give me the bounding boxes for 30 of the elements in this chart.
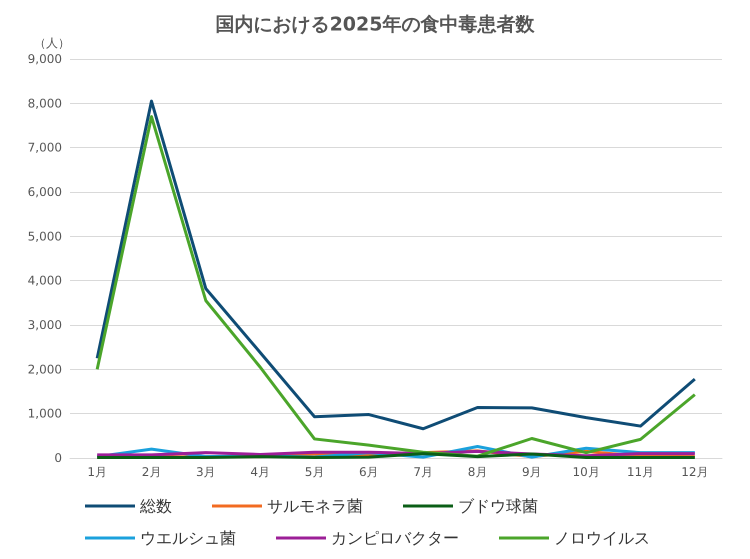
legend-label: 総数 [139,496,172,516]
y-axis-title: （人） [34,36,70,50]
legend-label: ブドウ球菌 [458,496,538,516]
y-tick-label: 0 [54,451,62,465]
legend-label: サルモネラ菌 [267,496,363,516]
y-tick-label: 6,000 [28,185,62,199]
y-tick-label: 5,000 [28,229,62,244]
y-tick-label: 4,000 [28,274,62,288]
y-tick-label: 8,000 [28,96,62,110]
x-tick-label: 12月 [681,465,708,479]
legend-label: カンピロバクター [331,528,459,548]
x-tick-label: 2月 [142,465,162,479]
chart-title: 国内における2025年の食中毒患者数 [216,14,536,36]
x-tick-label: 3月 [196,465,216,479]
x-tick-label: 1月 [87,465,107,479]
y-tick-label: 1,000 [28,406,62,421]
legend-label: ノロウイルス [554,528,650,548]
legend-label: ウエルシュ菌 [140,528,236,548]
y-tick-label: 9,000 [28,52,62,66]
x-tick-label: 5月 [304,465,324,479]
x-tick-label: 8月 [468,465,488,479]
x-tick-label: 11月 [626,465,654,479]
y-tick-label: 2,000 [28,362,62,376]
y-tick-label: 3,000 [28,318,62,332]
x-tick-label: 9月 [522,465,542,479]
y-tick-label: 7,000 [28,140,62,155]
x-tick-label: 4月 [250,465,270,479]
x-tick-label: 10月 [572,465,600,479]
x-tick-label: 7月 [413,465,433,479]
x-tick-label: 6月 [359,465,379,479]
